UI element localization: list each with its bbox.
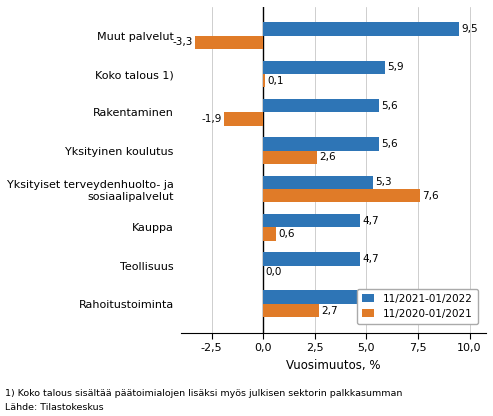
- Text: 5,6: 5,6: [381, 139, 398, 149]
- Text: 2,6: 2,6: [319, 152, 336, 162]
- Text: 4,7: 4,7: [363, 215, 379, 225]
- Text: 2,7: 2,7: [321, 306, 338, 316]
- Bar: [263, 137, 379, 151]
- Text: 7,6: 7,6: [423, 191, 439, 201]
- Bar: [263, 61, 385, 74]
- Text: 4,7: 4,7: [363, 254, 379, 264]
- Text: 9,5: 9,5: [462, 24, 478, 34]
- Bar: [263, 252, 360, 265]
- Bar: [263, 74, 265, 87]
- Bar: [224, 112, 263, 126]
- Text: 0,0: 0,0: [266, 267, 282, 277]
- Bar: [263, 290, 360, 304]
- Text: 0,1: 0,1: [268, 76, 284, 86]
- Bar: [263, 176, 373, 189]
- Text: Lähde: Tilastokeskus: Lähde: Tilastokeskus: [5, 403, 104, 412]
- Bar: [263, 22, 459, 36]
- X-axis label: Vuosimuutos, %: Vuosimuutos, %: [286, 359, 381, 371]
- Bar: [263, 214, 360, 227]
- Text: -3,3: -3,3: [173, 37, 193, 47]
- Bar: [263, 189, 420, 202]
- Text: 5,3: 5,3: [375, 177, 392, 187]
- Bar: [263, 227, 276, 241]
- Bar: [263, 304, 319, 317]
- Text: -1,9: -1,9: [201, 114, 222, 124]
- Bar: [195, 36, 263, 49]
- Text: 1) Koko talous sisältää päätoimialojen lisäksi myös julkisen sektorin palkkasumm: 1) Koko talous sisältää päätoimialojen l…: [5, 389, 402, 398]
- Text: 5,9: 5,9: [387, 62, 404, 72]
- Legend: 11/2021-01/2022, 11/2020-01/2021: 11/2021-01/2022, 11/2020-01/2021: [356, 289, 478, 324]
- Text: 4,7: 4,7: [363, 292, 379, 302]
- Text: 0,6: 0,6: [278, 229, 295, 239]
- Bar: [263, 99, 379, 112]
- Bar: [263, 151, 317, 164]
- Text: 5,6: 5,6: [381, 101, 398, 111]
